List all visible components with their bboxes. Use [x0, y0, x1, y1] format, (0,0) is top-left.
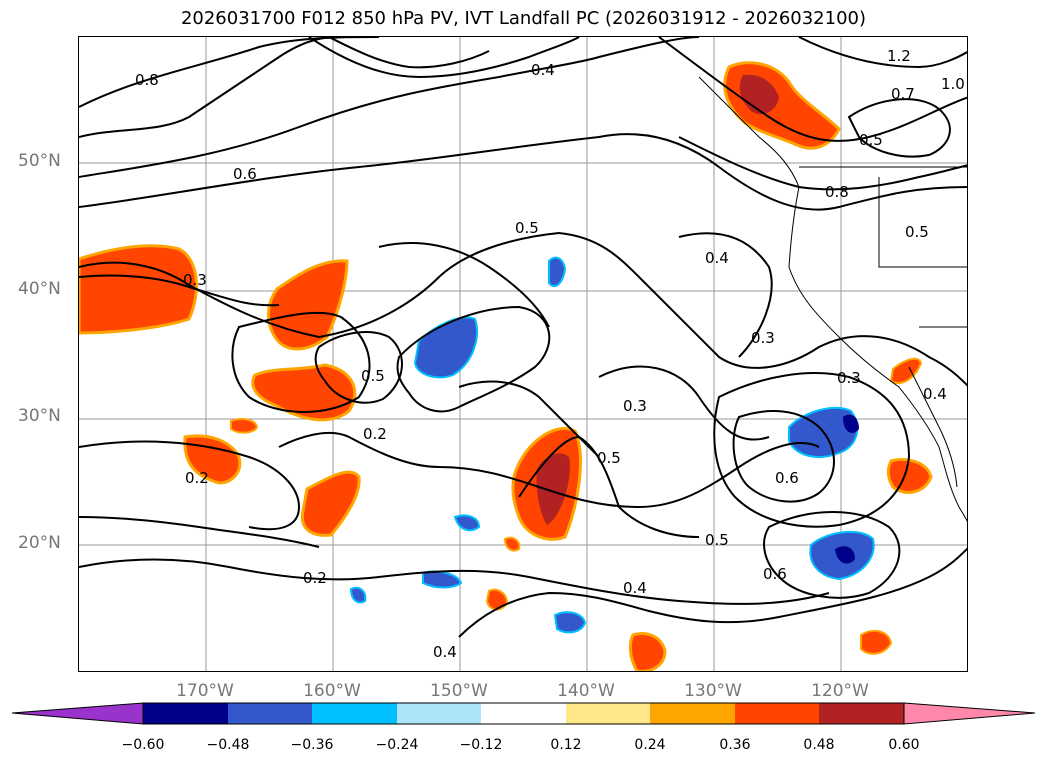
fill-region [300, 470, 361, 537]
colorbar-segment [819, 703, 904, 724]
contour-label: 1.2 [887, 47, 911, 65]
contour-label: 0.7 [891, 85, 915, 103]
fill-region [413, 316, 478, 379]
colorbar-tick-label: −0.60 [121, 737, 165, 753]
contour-label: 0.3 [751, 329, 775, 347]
fill-region [485, 588, 509, 611]
lon-label-160: 160°W [303, 681, 361, 701]
lat-label-20: 20°N [18, 533, 61, 553]
fill-region [835, 546, 855, 564]
fill-region [230, 418, 259, 434]
lat-label-40: 40°N [18, 279, 61, 299]
contour-label: 0.3 [183, 271, 207, 289]
contour-label: 0.5 [905, 223, 929, 241]
contour-label: 0.3 [837, 369, 861, 387]
contour-label: 0.3 [623, 397, 647, 415]
colorbar-tick-label: 0.36 [719, 737, 751, 753]
fill-region [536, 453, 570, 525]
map-title: 2026031700 F012 850 hPa PV, IVT Landfall… [180, 8, 867, 29]
pv-contour-lines [79, 37, 967, 638]
lat-label-30: 30°N [18, 406, 61, 426]
lon-label-130: 130°W [684, 681, 742, 701]
contour-label: 0.2 [185, 469, 209, 487]
contour-label: 0.6 [233, 165, 257, 183]
lon-label-140: 140°W [557, 681, 615, 701]
colorbar-segment [397, 703, 481, 724]
lon-label-150: 150°W [430, 681, 488, 701]
colorbar-tick-label: −0.48 [206, 737, 250, 753]
colorbar-segment [650, 703, 735, 724]
map-plot-area: 1.2 1.0 0.8 0.7 0.6 0.5 0.4 0.3 0.5 0.2 … [78, 36, 968, 672]
colorbar-tick-label: 0.24 [634, 737, 666, 753]
colorbar-tick-label: −0.24 [375, 737, 419, 753]
contour-label: 0.2 [303, 569, 327, 587]
fill-region [553, 611, 587, 634]
contour-label: 0.5 [361, 367, 385, 385]
colorbar-segment [312, 703, 397, 724]
fill-region [79, 244, 198, 335]
fill-region [503, 536, 521, 552]
colorbar-segment [735, 703, 819, 724]
coastlines [698, 76, 967, 522]
contour-label: 0.5 [705, 531, 729, 549]
lon-label-120: 120°W [811, 681, 869, 701]
lon-label-170: 170°W [176, 681, 234, 701]
fill-region [723, 61, 841, 150]
colorbar-tick-label: 0.60 [888, 737, 920, 753]
fill-region [843, 414, 859, 433]
negative-anomaly-fills [349, 256, 875, 634]
colorbar-segment [228, 703, 312, 724]
colorbar-tick-label: −0.12 [459, 737, 503, 753]
fill-region [889, 357, 923, 384]
contour-label: 0.8 [135, 71, 159, 89]
colorbar-tick-label: 0.12 [550, 737, 582, 753]
contour-label: 0.6 [775, 469, 799, 487]
colorbar [11, 702, 1036, 725]
contour-label: 0.5 [515, 219, 539, 237]
contour-label: 0.8 [825, 183, 849, 201]
contour-label: 1.0 [941, 75, 965, 93]
contour-label: 0.4 [531, 61, 555, 79]
colorbar-segment [143, 703, 228, 724]
fill-region [267, 259, 349, 351]
fill-region [251, 363, 357, 422]
colorbar-tick-label: −0.36 [290, 737, 334, 753]
lat-label-50: 50°N [18, 151, 61, 171]
contour-label: 0.4 [923, 385, 947, 403]
contour-label: 0.5 [859, 131, 883, 149]
contour-label: 0.4 [623, 579, 647, 597]
contour-labels: 1.2 1.0 0.8 0.7 0.6 0.5 0.4 0.3 0.5 0.2 … [135, 47, 965, 661]
map-canvas: 1.2 1.0 0.8 0.7 0.6 0.5 0.4 0.3 0.5 0.2 … [79, 37, 967, 671]
contour-label: 0.5 [597, 449, 621, 467]
colorbar-tick-label: 0.48 [803, 737, 835, 753]
positive-anomaly-fills [79, 61, 933, 671]
fill-region [628, 632, 667, 671]
fill-region [183, 434, 242, 485]
contour-label: 0.6 [763, 565, 787, 583]
fill-region [548, 256, 567, 288]
colorbar-segment [566, 703, 650, 724]
colorbar-low-extension [11, 702, 144, 725]
colorbar-high-extension [903, 702, 1036, 725]
colorbar-segment [481, 703, 566, 724]
contour-label: 0.4 [433, 643, 457, 661]
fill-region [453, 514, 481, 532]
fill-region [860, 629, 893, 655]
contour-label: 0.2 [363, 425, 387, 443]
fill-region [349, 586, 367, 604]
contour-label: 0.4 [705, 249, 729, 267]
fill-region [422, 570, 463, 589]
fill-region [886, 458, 933, 494]
